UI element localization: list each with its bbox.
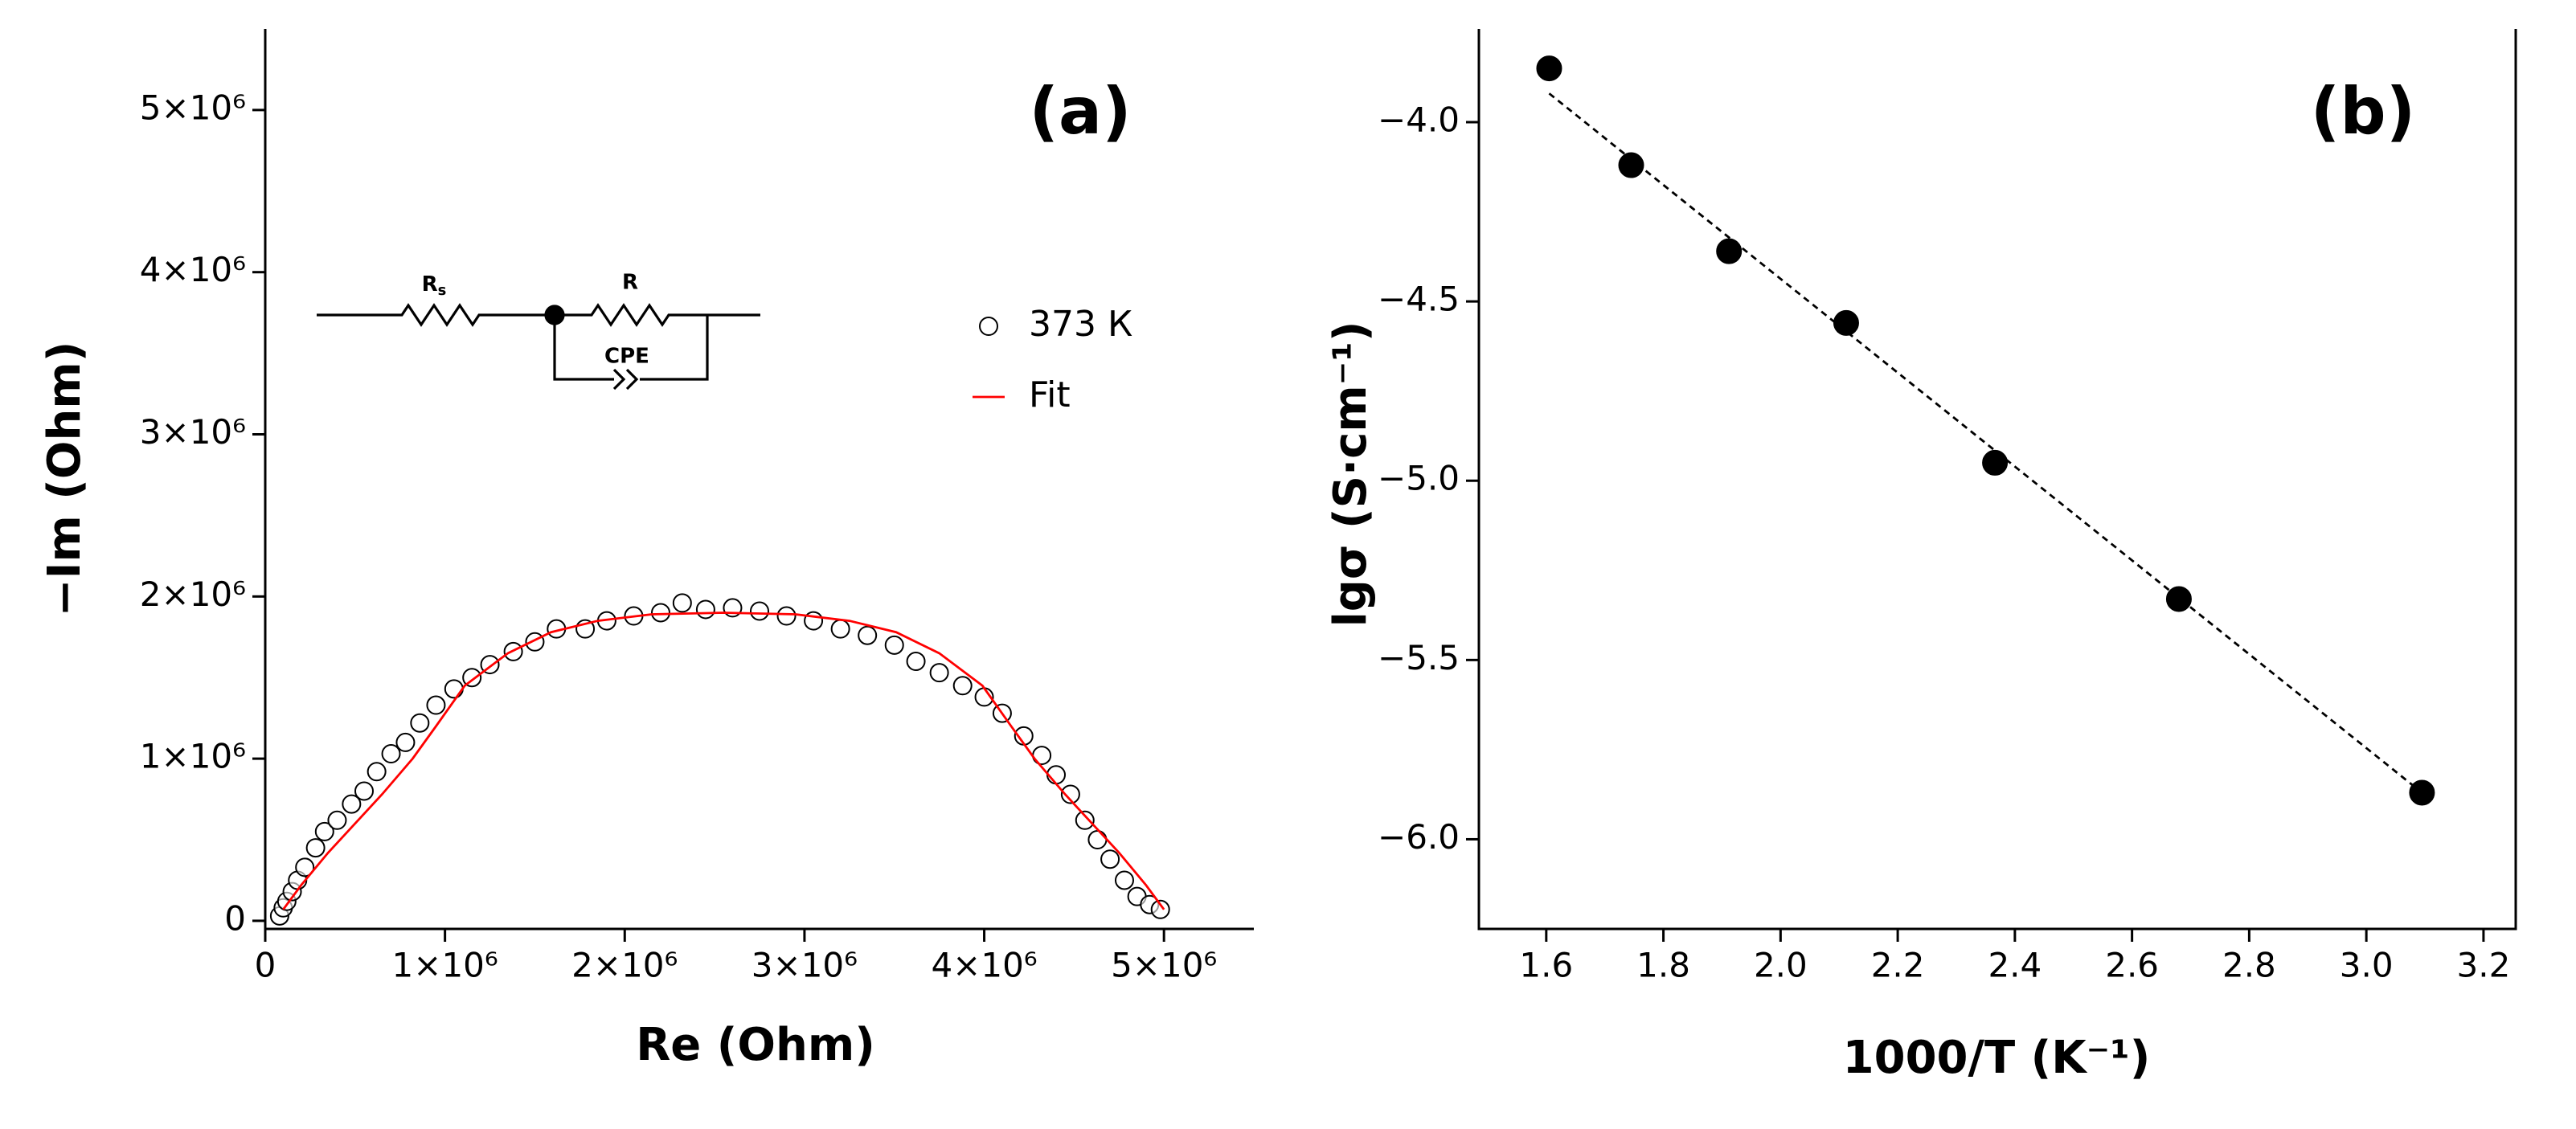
y-tick-label: −5.5: [1378, 638, 1460, 677]
data-point: [381, 744, 401, 764]
data-point: [1114, 870, 1134, 890]
data-point: [1046, 765, 1066, 785]
circuit-label: Rs: [422, 272, 447, 300]
data-point: [1716, 238, 1743, 264]
x-tick-label: 2.4: [1988, 946, 2042, 985]
data-point: [1536, 55, 1562, 82]
x-tick-label: 2.0: [1754, 946, 1808, 985]
y-tick-label: 5×10⁶: [140, 88, 246, 127]
data-point: [314, 821, 334, 841]
data-point: [1100, 849, 1120, 869]
x-tick-label: 3.0: [2340, 946, 2394, 985]
y-tick-label: 4×10⁶: [140, 250, 246, 289]
data-point: [1075, 810, 1095, 830]
x-tick-label: 3×10⁶: [752, 946, 858, 985]
x-axis-title: 1000/T (K⁻¹): [1843, 1032, 2151, 1084]
data-point: [830, 619, 850, 639]
x-axis-title: Re (Ohm): [636, 1019, 875, 1071]
x-tick-label: 1.8: [1636, 946, 1690, 985]
fit-line: [1548, 92, 2423, 794]
data-point: [858, 625, 878, 645]
data-point: [2409, 779, 2435, 806]
data-point: [1982, 449, 2009, 476]
data-point: [1087, 830, 1108, 850]
axes-b: [1477, 29, 2517, 931]
panel-label: (b): [2311, 74, 2415, 149]
y-tick-label: 3×10⁶: [140, 412, 246, 452]
data-point: [906, 652, 926, 672]
data-point: [695, 599, 715, 620]
data-point: [776, 606, 797, 626]
data-point: [1150, 899, 1170, 919]
data-point: [395, 732, 416, 752]
circuit-label: CPE: [604, 345, 649, 369]
y-axis-title: −Im (Ohm): [39, 342, 91, 617]
data-point: [672, 593, 692, 613]
data-point: [884, 635, 904, 655]
y-tick-label: −4.0: [1378, 100, 1460, 140]
y-tick-label: 2×10⁶: [140, 575, 246, 614]
data-point: [1032, 746, 1052, 766]
x-tick-label: 5×10⁶: [1111, 946, 1217, 985]
data-point: [327, 810, 347, 830]
legend-label: 373 К: [1029, 304, 1132, 345]
y-tick-label: 0: [224, 898, 246, 938]
circuit: [317, 303, 760, 391]
x-tick-label: 2.8: [2222, 946, 2276, 985]
y-axis-title: lgσ (S·cm⁻¹): [1325, 321, 1377, 628]
x-tick-label: 3.2: [2457, 946, 2511, 985]
legend-swatch: [979, 317, 998, 336]
y-tick-label: −4.5: [1378, 280, 1460, 319]
y-tick-label: 1×10⁶: [140, 737, 246, 776]
x-tick-label: 2×10⁶: [571, 946, 678, 985]
circuit-label: R: [422, 272, 438, 297]
legend-label: Fit: [1029, 374, 1071, 415]
fit-line: [282, 612, 1165, 910]
x-tick-label: 1×10⁶: [392, 946, 498, 985]
circuit-label: s: [438, 282, 447, 299]
panel-label: (a): [1029, 74, 1131, 149]
data-point: [462, 668, 482, 688]
x-tick-label: 2.6: [2105, 946, 2159, 985]
data-point: [305, 838, 326, 858]
data-point: [1060, 784, 1080, 804]
data-point: [367, 762, 387, 782]
data-point: [342, 794, 362, 814]
data-point: [1618, 152, 1644, 178]
data-point: [952, 676, 973, 696]
y-tick-label: −6.0: [1378, 817, 1460, 857]
data-point: [750, 601, 769, 621]
data-point: [354, 781, 374, 801]
axes-a: [264, 29, 1254, 931]
x-tick-label: 2.2: [1871, 946, 1925, 985]
y-tick-label: −5.0: [1378, 459, 1460, 498]
data-point: [2165, 586, 2192, 612]
data-point: [426, 695, 446, 715]
data-point: [444, 679, 464, 699]
x-tick-label: 4×10⁶: [931, 946, 1037, 985]
data-point: [651, 603, 670, 623]
data-point: [410, 713, 430, 733]
data-point: [929, 663, 949, 683]
x-tick-label: 0: [255, 946, 276, 985]
data-point: [1833, 309, 1859, 336]
circuit-label: R: [622, 271, 638, 295]
x-tick-label: 1.6: [1519, 946, 1573, 985]
data-point: [295, 857, 315, 877]
